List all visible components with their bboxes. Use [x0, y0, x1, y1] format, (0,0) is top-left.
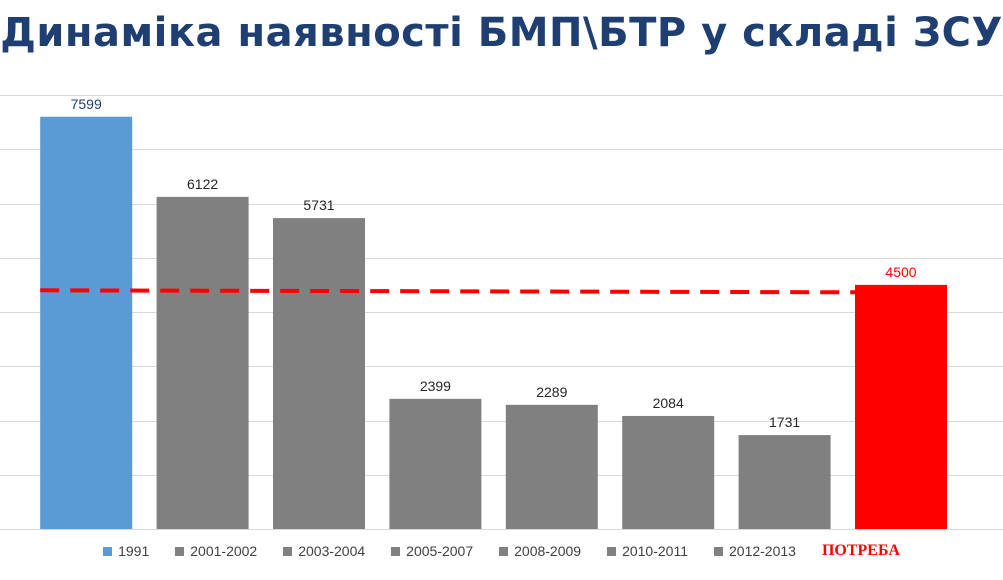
data-label: 2084	[653, 395, 684, 411]
legend-swatch	[283, 546, 293, 556]
bar	[855, 284, 947, 529]
legend-label: 2010-2011	[622, 543, 688, 559]
legend-swatch	[499, 546, 509, 556]
data-label: 5731	[303, 197, 334, 213]
legend-label: ПОТРЕБА	[821, 542, 900, 559]
bar-chart: 7599 6122 5731 2399 2289 2084 1731 4500	[0, 95, 1003, 530]
data-label: 4500	[885, 264, 916, 280]
legend-item: 2012-2013	[714, 543, 796, 559]
legend-label: 2001-2002	[190, 543, 258, 559]
bar	[389, 398, 482, 529]
chart-title: Динаміка наявності БМП\БТР у складі ЗСУ	[0, 10, 1003, 56]
legend-item: 1991	[103, 543, 149, 559]
bar	[622, 415, 715, 529]
legend-label: 2003-2004	[298, 543, 366, 559]
legend-label: 2008-2009	[514, 543, 582, 559]
legend-label: 1991	[118, 543, 150, 559]
legend-swatch	[175, 546, 185, 556]
data-label: 6122	[187, 176, 218, 192]
data-label: 7599	[71, 96, 102, 112]
data-label: 1731	[769, 414, 800, 430]
bar	[40, 116, 133, 530]
bar	[156, 196, 249, 529]
legend-swatch	[714, 546, 723, 556]
legend: 1991 2001-2002 2003-2004 2005-2007 2008-2009…	[0, 540, 1003, 562]
bar	[273, 218, 365, 529]
bar	[505, 404, 598, 529]
legend-swatch	[607, 546, 617, 556]
data-label: 2399	[420, 378, 451, 394]
data-label: 2289	[536, 384, 567, 400]
legend-item: 2008-2009	[499, 543, 581, 559]
legend-label: 2012-2013	[729, 543, 796, 559]
legend-item: 2003-2004	[283, 543, 365, 559]
reference-line	[40, 288, 856, 295]
legend-item: 2010-2011	[607, 543, 688, 559]
legend-swatch	[103, 546, 113, 556]
legend-item: 2001-2002	[175, 543, 257, 559]
bar	[738, 435, 831, 529]
legend-label: 2005-2007	[406, 543, 474, 559]
legend-swatch	[391, 546, 401, 556]
legend-item: 2005-2007	[391, 543, 473, 559]
